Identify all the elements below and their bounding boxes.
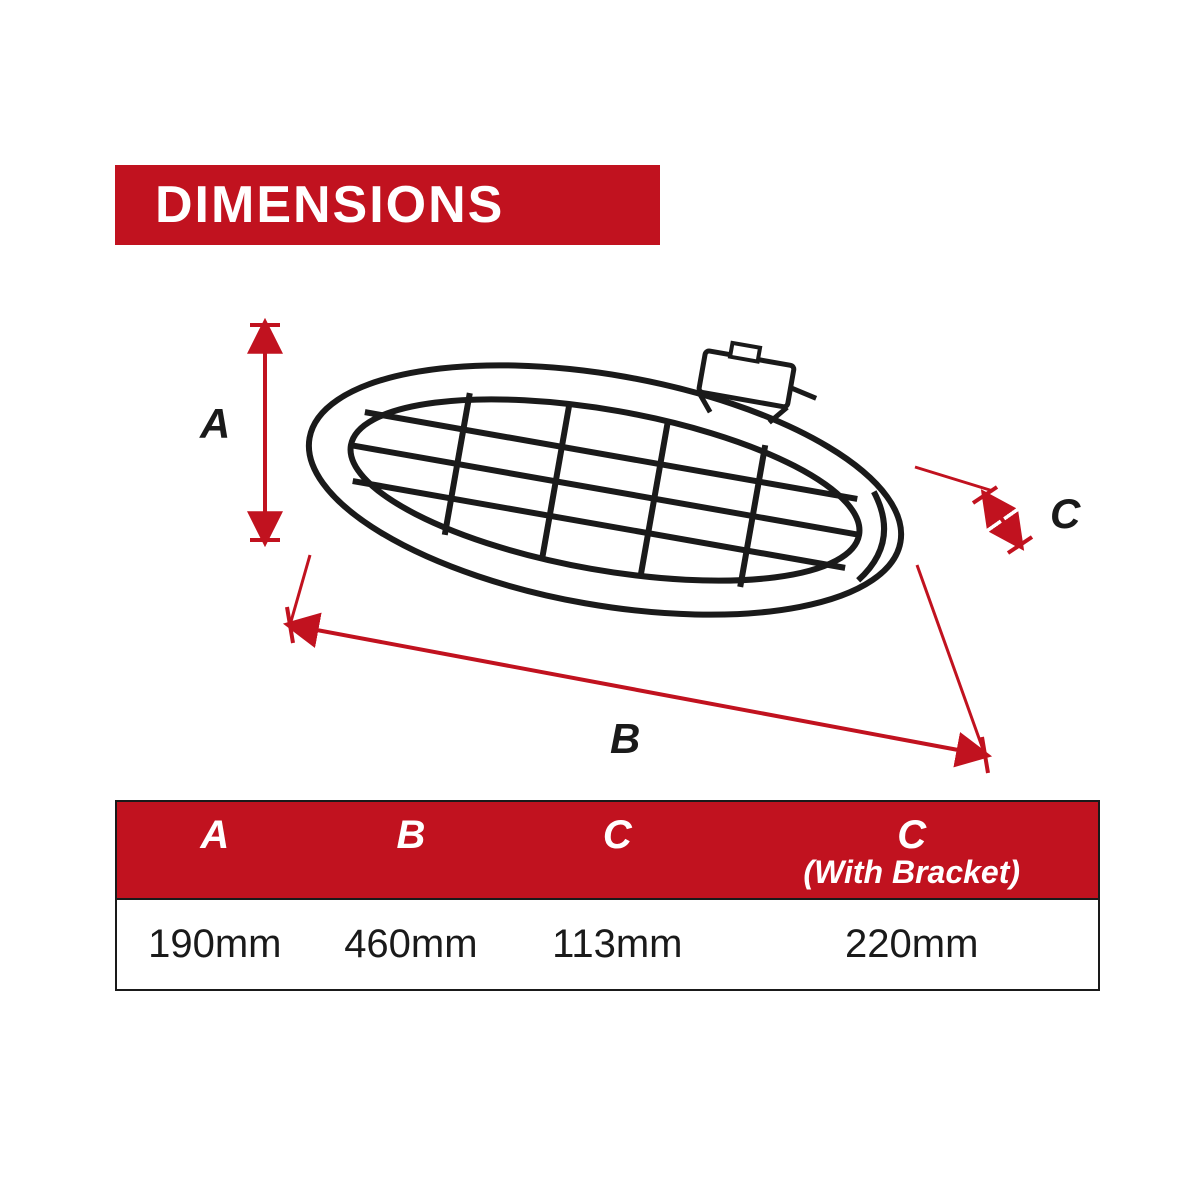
product-svg <box>115 255 1100 785</box>
dimensions-table-wrap: A B C C (With Bracket) 190mm <box>115 800 1100 991</box>
cell-b: 460mm <box>313 899 510 990</box>
dim-line-a <box>250 325 280 540</box>
col-header-c-bracket-label: C <box>897 813 926 857</box>
dim-label-b: B <box>610 715 640 763</box>
dim-line-c <box>915 467 1032 553</box>
col-header-c: C <box>509 801 725 899</box>
dimensions-table: A B C C (With Bracket) 190mm <box>115 800 1100 991</box>
table-header: A B C C (With Bracket) <box>116 801 1099 899</box>
dimension-diagram: A B C <box>115 255 1100 785</box>
cell-a: 190mm <box>116 899 313 990</box>
title-banner: DIMENSIONS <box>115 165 660 245</box>
dim-label-a: A <box>200 400 230 448</box>
cell-c: 113mm <box>509 899 725 990</box>
col-header-b: B <box>313 801 510 899</box>
col-header-c-label: C <box>603 813 632 857</box>
col-header-a: A <box>116 801 313 899</box>
title-text: DIMENSIONS <box>155 175 504 235</box>
col-header-a-label: A <box>200 813 229 857</box>
col-header-c-bracket-sub: (With Bracket) <box>735 856 1088 890</box>
dim-label-c: C <box>1050 490 1080 538</box>
table-row: 190mm 460mm 113mm 220mm <box>116 899 1099 990</box>
col-header-c-bracket: C (With Bracket) <box>725 801 1099 899</box>
col-header-b-label: B <box>396 813 425 857</box>
cell-c-bracket: 220mm <box>725 899 1099 990</box>
